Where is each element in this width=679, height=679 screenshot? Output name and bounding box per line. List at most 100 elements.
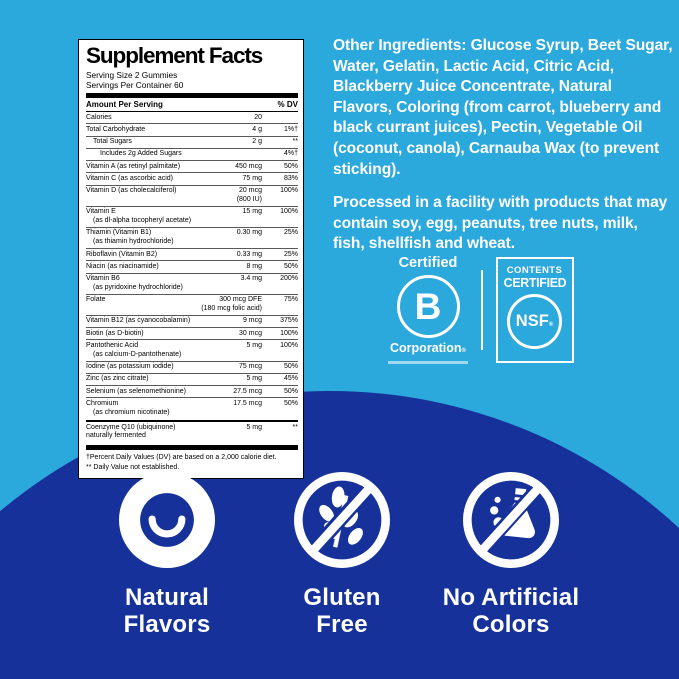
nutrient-name: Coenzyme Q10 (ubiquinone) naturally ferme…	[86, 423, 176, 440]
nutrient-name: Chromium (as chromium nicotinate)	[86, 399, 170, 416]
table-row: Includes 2g Added Sugars 4%†	[86, 147, 298, 160]
nutrient-dv: 50%	[283, 363, 298, 371]
table-row: Coenzyme Q10 (ubiquinone) naturally ferme…	[86, 419, 298, 443]
b-corp-letter: B	[414, 286, 442, 327]
nsf-seal-icon: NSF®	[507, 293, 562, 349]
nutrients-table: Calories 20 Total Carbohydrate 4 g 1%† T…	[86, 112, 298, 442]
nutrient-name: Calories	[86, 113, 112, 121]
nutrient-amount: 0.33 mg	[236, 250, 262, 258]
nutrient-dv: 1%†	[283, 125, 298, 133]
nutrient-amount: 15 mg	[242, 208, 262, 216]
nutrient-name: Iodine (as potassium iodide)	[86, 363, 174, 371]
badge-label: No Artificial Colors	[442, 584, 580, 638]
nutrient-dv: 50%	[283, 262, 298, 270]
table-row: Vitamin B6 (as pyridoxine hydrochloride) …	[86, 272, 298, 294]
no-gluten-icon	[294, 472, 390, 568]
table-row: Calories 20	[86, 112, 298, 123]
b-corp-underline	[388, 361, 468, 364]
supplement-facts-title: Supplement Facts	[86, 43, 263, 68]
nutrient-amount: 5 mg	[246, 341, 262, 349]
other-ingredients-text: Other Ingredients: Glucose Syrup, Beet S…	[333, 37, 673, 178]
nutrient-amount: 9 mcg	[242, 317, 262, 325]
nutrient-amount: 2 g	[252, 138, 262, 146]
nutrient-dv: 100%	[280, 329, 298, 337]
b-corp-corporation-label: Corporation®	[390, 341, 466, 355]
nutrient-name: Vitamin A (as retinyl palmitate)	[86, 162, 181, 170]
nutrient-name: Zinc (as zinc citrate)	[86, 375, 149, 383]
certifications-divider	[481, 269, 483, 350]
right-column: Other Ingredients: Glucose Syrup, Beet S…	[333, 36, 673, 268]
nutrient-amount: 0.30 mg	[236, 229, 262, 237]
divider-thick	[86, 445, 298, 450]
nutrient-dv: 83%	[283, 174, 298, 182]
nutrient-dv: 4%†	[283, 150, 298, 158]
nutrient-dv: 50%	[283, 399, 298, 407]
nutrient-dv: 100%	[280, 187, 298, 195]
nutrient-dv: 50%	[283, 387, 298, 395]
nutrient-amount: 8 mg	[246, 262, 262, 270]
nutrient-amount: 27.5 mcg	[233, 387, 262, 395]
nutrient-amount: 30 mcg	[239, 329, 262, 337]
table-row: Vitamin A (as retinyl palmitate) 450 mcg…	[86, 160, 298, 172]
nutrient-amount: 3.4 mg	[240, 275, 262, 283]
supplement-facts-panel: Supplement Facts Serving Size 2 Gummies …	[78, 39, 304, 480]
badge-label: Natural Flavors	[123, 584, 211, 638]
table-row: Riboflavin (Vitamin B2) 0.33 mg 25%	[86, 248, 298, 260]
nutrient-name: Riboflavin (Vitamin B2)	[86, 250, 158, 258]
nsf-contents-label: CONTENTS	[506, 264, 563, 276]
nsf-contents-certified-logo: CONTENTS CERTIFIED NSF®	[495, 256, 574, 363]
b-corp-certified-label: Certified	[398, 255, 458, 271]
table-row: Folate 300 mcg DFE (180 mcg folic acid) 7…	[86, 293, 298, 315]
certifications: Certified B Corporation® CONTENTS CERTIF…	[388, 256, 574, 364]
servings-per-container: Servings Per Container 60	[86, 80, 184, 90]
nutrient-amount: 4 g	[252, 125, 262, 133]
allergen-statement-text: Processed in a facility with products th…	[333, 194, 668, 253]
badge-no-artificial-colors: No Artificial Colors	[400, 472, 622, 638]
footnotes: †Percent Daily Values (DV) are based on …	[86, 450, 298, 473]
nutrient-dv: 75%	[283, 296, 298, 304]
nutrient-name: Pantothenic Acid (as calcium-D-pantothena…	[86, 341, 182, 358]
divider-thick	[86, 93, 298, 98]
nutrient-dv: **	[292, 138, 298, 146]
table-row: Vitamin D (as cholecalciferol) 20 mcg (80…	[86, 184, 298, 206]
b-corp-circle-icon: B	[396, 275, 460, 338]
dv-header: % DV	[277, 100, 298, 109]
nutrient-dv: 200%	[280, 275, 298, 283]
table-row: Total Carbohydrate 4 g 1%†	[86, 123, 298, 135]
no-artificial-colors-icon	[463, 472, 559, 568]
footnote-dv-not-established: ** Daily Value not established.	[86, 464, 180, 472]
nutrient-amount: 75 mcg	[239, 363, 262, 371]
table-row: Zinc (as zinc citrate) 5 mg 45%	[86, 372, 298, 385]
nutrient-name: Biotin (as D-biotin)	[86, 329, 144, 337]
nutrient-dv: 100%	[280, 341, 298, 349]
nutrient-name: Total Carbohydrate	[86, 125, 146, 133]
nutrient-amount: 20 mcg (800 IU)	[236, 187, 262, 204]
b-corp-logo: Certified B Corporation®	[388, 256, 468, 364]
nutrient-amount: 75 mg	[242, 174, 262, 182]
table-row: Biotin (as D-biotin) 30 mcg 100%	[86, 327, 298, 339]
nutrient-name: Vitamin C (as ascorbic acid)	[86, 174, 174, 182]
nutrient-name: Thiamin (Vitamin B1) (as thiamin hydrochl…	[86, 229, 174, 246]
badge-natural-flavors: Natural Flavors	[87, 472, 247, 638]
nutrient-dv: 375%	[280, 317, 298, 325]
table-row: Thiamin (Vitamin B1) (as thiamin hydrochl…	[86, 226, 298, 248]
nutrient-dv: **	[292, 423, 298, 431]
nutrient-amount: 20	[254, 113, 262, 121]
nutrient-name: Vitamin D (as cholecalciferol)	[86, 187, 177, 195]
table-row: Total Sugars 2 g **	[86, 135, 298, 148]
footnote-daily-values: †Percent Daily Values (DV) are based on …	[86, 454, 277, 462]
table-row: Vitamin C (as ascorbic acid) 75 mg 83%	[86, 172, 298, 184]
badge-gluten-free: Gluten Free	[262, 472, 422, 638]
nutrient-name: Niacin (as niacinamide)	[86, 262, 159, 270]
nutrient-name: Selenium (as selenomethionine)	[86, 387, 186, 395]
nutrient-name: Vitamin B6 (as pyridoxine hydrochloride)	[86, 275, 183, 291]
nutrient-amount: 17.5 mcg	[233, 399, 262, 407]
table-row: Vitamin E (as dl-alpha tocopheryl acetate…	[86, 205, 298, 227]
table-header: Amount Per Serving % DV	[86, 98, 298, 112]
nsf-certified-label: CERTIFIED	[503, 274, 566, 290]
serving-size: Serving Size 2 Gummies	[86, 70, 178, 80]
nutrient-name: Total Sugars	[93, 138, 132, 146]
nutrient-amount: 5 mg	[246, 423, 262, 431]
registered-mark: ®	[548, 321, 554, 328]
